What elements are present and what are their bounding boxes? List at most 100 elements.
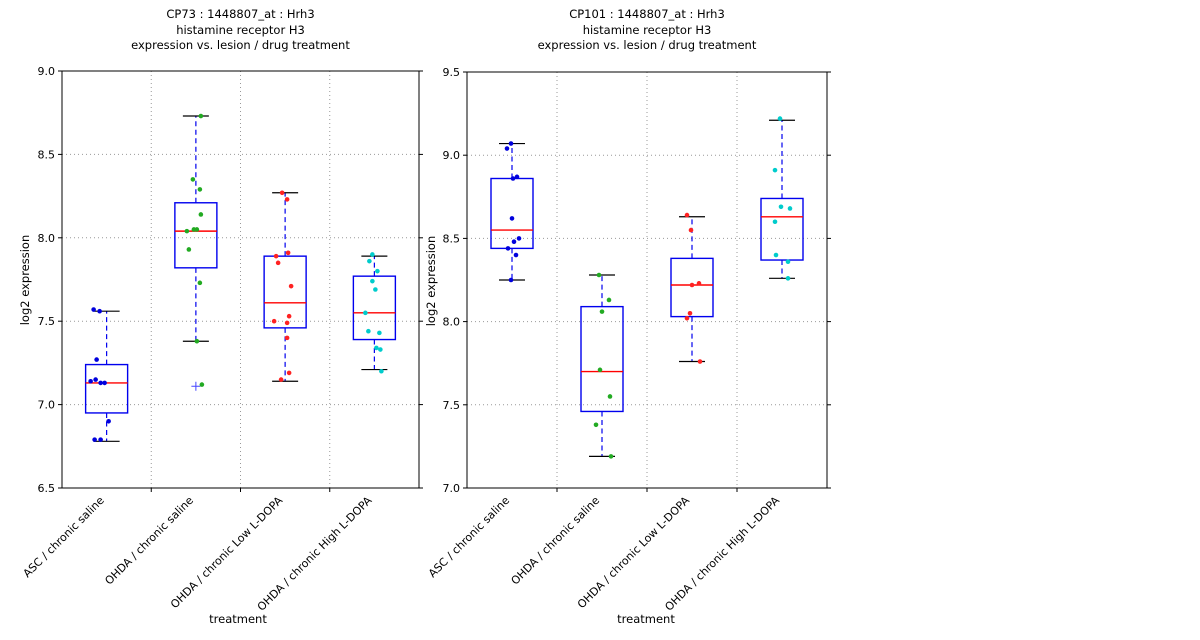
data-point xyxy=(271,318,277,324)
data-point xyxy=(508,277,514,283)
box xyxy=(670,257,714,318)
data-point xyxy=(684,315,690,321)
data-point xyxy=(370,252,375,257)
data-point xyxy=(378,347,383,352)
data-point xyxy=(773,252,779,258)
data-point xyxy=(363,310,368,316)
data-point xyxy=(597,367,603,373)
data-point xyxy=(375,268,380,274)
data-point xyxy=(197,280,203,286)
data-point xyxy=(284,320,290,326)
box-group-CP73-4 xyxy=(352,252,397,374)
data-point xyxy=(91,307,96,312)
data-point xyxy=(688,227,694,233)
box xyxy=(580,305,624,413)
data-point xyxy=(787,206,793,211)
data-point xyxy=(697,359,703,364)
data-point xyxy=(286,370,292,376)
y-tick-label: 6.5 xyxy=(38,482,56,495)
y-tick-label: 8.0 xyxy=(38,232,56,245)
data-point xyxy=(275,260,281,266)
data-point xyxy=(374,345,379,351)
data-point xyxy=(687,310,693,316)
plot2-title-line1: CP101 : 1448807_at : Hrh3 xyxy=(569,7,725,21)
y-tick-label: 7.5 xyxy=(38,315,56,328)
box-group-CP101-3 xyxy=(670,212,714,364)
y-tick-label: 8.0 xyxy=(443,316,461,329)
data-point xyxy=(509,216,515,221)
data-point xyxy=(514,174,520,180)
x-tick-label: ASC / chronic saline xyxy=(426,494,512,580)
axes-frame xyxy=(61,70,420,489)
data-point xyxy=(284,335,290,341)
plot2-title-line2: histamine receptor H3 xyxy=(582,22,712,37)
data-point xyxy=(284,197,290,202)
data-point xyxy=(273,253,279,259)
data-point xyxy=(778,204,784,210)
plot2-xlabel: treatment xyxy=(617,612,675,626)
x-tick-label: ASC / chronic saline xyxy=(21,494,107,580)
y-tick-label: 9.0 xyxy=(38,65,56,78)
data-point xyxy=(366,328,371,334)
box-group-CP73-3 xyxy=(263,190,307,382)
data-point xyxy=(508,141,514,146)
box-group-CP101-1 xyxy=(490,141,534,283)
data-point xyxy=(777,116,783,121)
plot-CP101: 7.0 7.5 8.0 8.5 9.0 9.5 ASC / chronic salineOH… xyxy=(426,66,831,614)
data-point xyxy=(279,190,285,196)
plot1-ylabel: log2 expression xyxy=(18,234,32,326)
box xyxy=(352,275,397,341)
data-point xyxy=(194,227,200,232)
data-point xyxy=(505,246,511,251)
data-point xyxy=(184,228,190,234)
data-point xyxy=(504,146,510,151)
data-point xyxy=(689,282,695,288)
plot1-title: CP73 : 1448807_at : Hrh3 histamine recep… xyxy=(62,7,419,54)
data-point xyxy=(684,212,690,218)
x-tick-label: OHDA / chronic saline xyxy=(509,494,603,588)
data-point xyxy=(288,283,294,289)
data-point xyxy=(606,297,612,303)
box xyxy=(84,363,129,414)
data-point xyxy=(785,276,791,281)
box-group-CP73-1 xyxy=(84,307,129,442)
data-point xyxy=(198,212,204,217)
data-point xyxy=(608,454,614,459)
data-point xyxy=(198,113,204,119)
data-point xyxy=(98,380,103,386)
data-point xyxy=(772,167,778,173)
box xyxy=(174,202,218,269)
data-point xyxy=(106,418,111,424)
box xyxy=(263,255,307,329)
data-point xyxy=(596,272,602,278)
axes-frame xyxy=(466,71,828,489)
data-point xyxy=(373,287,378,292)
x-tick-label: OHDA / chronic saline xyxy=(102,494,196,588)
plot1-xlabel: treatment xyxy=(209,612,267,626)
data-point xyxy=(696,281,702,286)
data-point xyxy=(199,382,205,387)
data-point xyxy=(194,338,200,344)
data-point xyxy=(510,176,516,181)
data-point xyxy=(92,437,97,442)
data-point xyxy=(516,236,522,241)
plot1-title-line1: CP73 : 1448807_at : Hrh3 xyxy=(166,7,315,21)
data-point xyxy=(599,309,605,314)
data-point xyxy=(93,377,98,382)
box-group-CP101-4 xyxy=(760,116,804,281)
plot2-ylabel: log2 expression xyxy=(424,235,438,327)
box-group-CP101-2 xyxy=(580,272,624,459)
data-point xyxy=(607,394,613,399)
data-point xyxy=(97,308,102,314)
data-point xyxy=(98,437,103,442)
plot2-title-line3: expression vs. lesion / drug treatment xyxy=(537,38,757,52)
data-point xyxy=(285,250,291,256)
y-tick-label: 8.5 xyxy=(443,232,461,245)
data-point xyxy=(88,378,93,384)
data-point xyxy=(102,380,107,386)
data-point xyxy=(377,330,382,336)
data-point xyxy=(379,368,384,374)
data-point xyxy=(370,278,375,284)
